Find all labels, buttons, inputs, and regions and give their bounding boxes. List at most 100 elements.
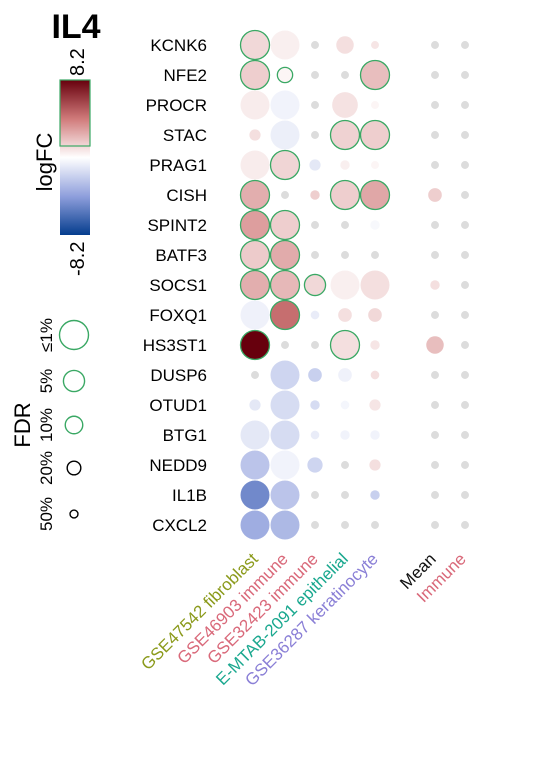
gene-label: BTG1 [163,426,207,445]
bubble [240,510,270,540]
bubble [329,119,361,151]
gene-label: KCNK6 [150,36,207,55]
bubble [431,41,439,49]
bubble [310,190,320,200]
bubble [461,161,469,169]
bubble [371,161,379,169]
bubble [341,521,349,529]
bubble [371,521,379,529]
bubble [239,209,271,241]
bubble [359,59,391,91]
size-legend-circle [62,369,86,393]
bubble [240,300,270,330]
gene-label: CXCL2 [152,516,207,535]
chart-title: IL4 [51,8,100,46]
bubble [276,66,294,84]
bubble [311,221,319,229]
bubble [249,399,261,411]
bubble-grid [239,29,469,540]
bubble [269,149,301,181]
bubble [251,371,259,379]
bubble [360,270,390,300]
size-legend-label: ≤1% [37,318,56,352]
bubble [431,521,439,529]
bubble [311,131,319,139]
size-legend-circle [66,460,82,476]
color-legend: logFC 8.2 -8.2 [32,48,91,276]
bubble [461,41,469,49]
gene-label: FOXQ1 [149,306,207,325]
bubble [311,491,319,499]
bubble [371,41,379,49]
bubble [269,269,301,301]
bubble [308,368,322,382]
gene-label: DUSP6 [150,366,207,385]
bubble [341,461,349,469]
bubble [461,521,469,529]
size-legend-label: 50% [37,497,56,531]
bubble [431,491,439,499]
gene-label: NFE2 [164,66,207,85]
size-legend-circle [58,319,90,351]
gene-label: STAC [163,126,207,145]
bubble [461,311,469,319]
bubble [370,430,380,440]
gene-label: SOCS1 [149,276,207,295]
bubble [428,188,442,202]
bubble [461,191,469,199]
bubble [240,90,270,120]
bubble [369,459,381,471]
bubble [430,280,440,290]
bubble [332,92,358,118]
gene-label: CISH [166,186,207,205]
bubble [270,510,300,540]
gene-labels: KCNK6 NFE2 PROCR STAC PRAG1 CISH SPINT2 BATF3 SO… [143,36,207,535]
bubble [329,179,361,211]
bubble [239,59,271,91]
bubble [281,191,289,199]
bubble [370,220,380,230]
bubble [461,221,469,229]
color-legend-max-label: 8.2 [67,48,89,76]
bubble [240,450,270,480]
size-legend-label: 10% [37,408,56,442]
bubble [431,251,439,259]
bubble [270,360,300,390]
bubble [239,329,271,361]
gene-label: PRAG1 [149,156,207,175]
bubble [310,310,320,320]
bubble [311,101,319,109]
bubble [371,101,379,109]
color-legend-title: logFC [32,133,57,192]
bubble [310,430,320,440]
bubble [309,159,321,171]
bubble [310,400,320,410]
bubble [431,221,439,229]
bubble [431,401,439,409]
bubble [340,160,350,170]
significance-range-marker [59,79,91,147]
bubble [461,371,469,379]
bubble [270,120,300,150]
bubble [330,270,360,300]
bubble [461,131,469,139]
bubble [341,491,349,499]
bubble [269,239,301,271]
bubble [307,457,323,473]
bubble [371,251,379,259]
bubble [431,131,439,139]
bubble [431,431,439,439]
size-legend-circle [64,415,84,435]
bubble [341,221,349,229]
bubble [461,401,469,409]
bubble [368,308,382,322]
bubble [239,269,271,301]
bubble [303,273,327,297]
color-gradient-bar [60,80,90,235]
bubble [270,480,300,510]
bubble [461,341,469,349]
bubble [270,90,300,120]
bubble [431,371,439,379]
size-legend-label: 20% [37,451,56,485]
